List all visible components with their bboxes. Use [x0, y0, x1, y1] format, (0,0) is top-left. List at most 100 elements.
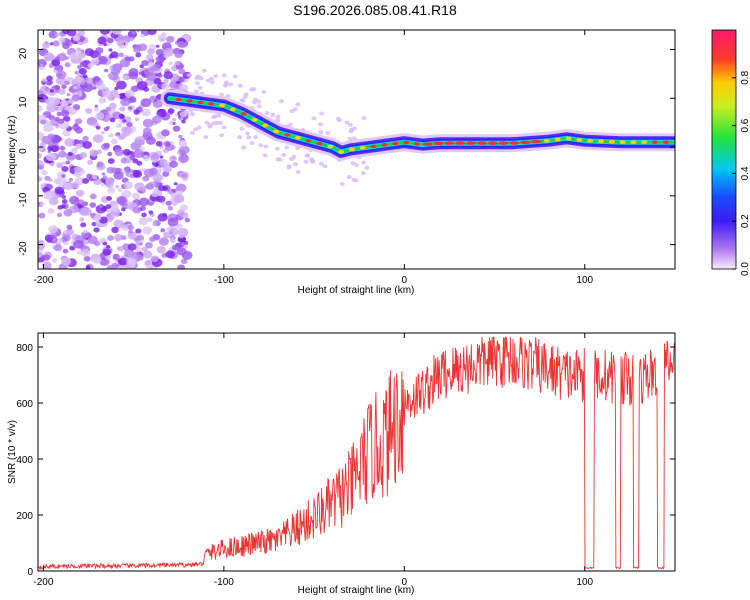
scatter-blob [211, 115, 217, 120]
ridge-peak [619, 140, 626, 144]
noise-speckle [175, 183, 187, 193]
noise-speckle [147, 30, 157, 36]
noise-speckle [69, 245, 75, 251]
scatter-blob [251, 87, 257, 92]
noise-speckle [65, 160, 71, 165]
noise-speckle [136, 80, 148, 90]
noise-speckle [82, 83, 93, 93]
noise-speckle [147, 48, 155, 55]
snr-ytick-label: 200 [16, 511, 33, 522]
noise-speckle [62, 248, 69, 254]
noise-speckle [156, 222, 161, 226]
colorbar-tick-label: 0.6 [740, 118, 750, 132]
ridge-peak [554, 137, 561, 142]
scatter-blob [205, 78, 211, 83]
noise-speckle [126, 121, 133, 128]
noise-speckle [112, 111, 122, 120]
noise-speckle [93, 178, 102, 186]
noise-speckle [169, 155, 178, 162]
noise-speckle [178, 68, 186, 75]
noise-speckle [62, 115, 71, 123]
noise-speckle [80, 81, 85, 86]
spectrogram-xtick-label: 100 [576, 275, 593, 286]
noise-speckle [77, 30, 86, 37]
scatter-blob [347, 136, 353, 141]
noise-speckle [93, 227, 100, 233]
noise-speckle [112, 253, 120, 260]
noise-speckle [184, 217, 190, 223]
noise-speckle [57, 212, 63, 218]
noise-speckle [132, 192, 141, 200]
noise-speckle [173, 182, 178, 186]
noise-speckle [87, 159, 94, 165]
noise-speckle [128, 229, 134, 235]
noise-speckle [122, 74, 130, 81]
noise-speckle [158, 185, 166, 192]
scatter-blob [348, 129, 354, 134]
ridge-peak [197, 100, 204, 105]
noise-speckle [179, 204, 188, 211]
ridge-peak [338, 150, 345, 154]
noise-speckle [127, 243, 137, 251]
noise-speckle [128, 106, 133, 110]
noise-speckle [160, 38, 164, 42]
snr-ytick-label: 600 [16, 399, 33, 410]
noise-speckle [78, 67, 87, 75]
noise-speckle [71, 94, 81, 102]
snr-xlabel: Height of straight line (km) [298, 585, 415, 596]
scatter-blob [274, 146, 280, 151]
noise-speckle [168, 227, 179, 236]
noise-speckle [161, 129, 170, 137]
scatter-blob [204, 120, 210, 125]
ridge-peak [444, 141, 455, 145]
scatter-blob [346, 175, 352, 180]
noise-speckle [167, 108, 175, 114]
noise-speckle [61, 161, 67, 166]
ridge-peak [531, 139, 542, 144]
noise-speckle [83, 255, 91, 262]
noise-speckle [42, 261, 52, 269]
noise-speckle [157, 34, 167, 42]
noise-speckle [179, 171, 189, 180]
noise-speckle [102, 175, 108, 180]
noise-speckle [172, 117, 176, 122]
noise-speckle [60, 257, 72, 266]
ridge-peak [413, 142, 420, 146]
noise-speckle [99, 30, 110, 35]
ridge-peak [598, 139, 605, 144]
noise-speckle [157, 73, 163, 78]
noise-speckle [158, 182, 163, 186]
noise-speckle [135, 52, 142, 57]
noise-speckle [159, 159, 168, 167]
noise-speckle [172, 125, 181, 132]
noise-speckle [157, 195, 166, 203]
noise-speckle [55, 177, 67, 187]
scatter-blob [193, 127, 199, 132]
noise-speckle [76, 47, 81, 52]
noise-speckle [65, 228, 75, 236]
noise-speckle [166, 35, 175, 43]
noise-speckle [55, 70, 67, 80]
noise-speckle [156, 245, 166, 254]
noise-speckle [139, 146, 145, 151]
noise-speckle [58, 150, 67, 158]
scatter-blob [246, 135, 252, 140]
noise-speckle [105, 244, 111, 249]
ridge-peak [370, 144, 377, 149]
noise-speckle [143, 168, 155, 178]
noise-speckle [152, 64, 161, 71]
noise-speckle [130, 85, 139, 93]
noise-speckle [155, 48, 164, 56]
scatter-blob [284, 145, 290, 150]
noise-speckle [163, 71, 174, 80]
scatter-blob [186, 73, 192, 78]
noise-speckle [144, 260, 152, 266]
noise-speckle [54, 33, 59, 37]
noise-speckle [94, 104, 99, 108]
scatter-blob [201, 68, 207, 73]
noise-speckle [123, 181, 134, 190]
noise-speckle [74, 118, 83, 125]
noise-speckle [51, 59, 61, 67]
noise-speckle [87, 63, 94, 69]
noise-speckle [129, 37, 135, 42]
